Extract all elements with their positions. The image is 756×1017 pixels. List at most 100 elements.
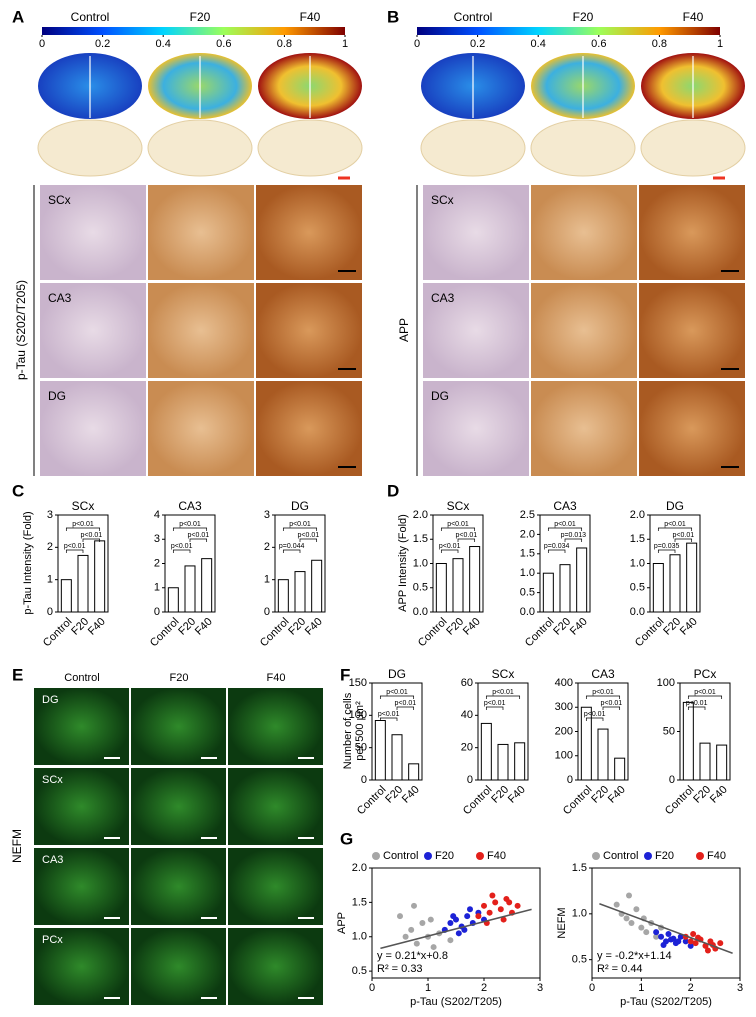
x-tick-label: Control bbox=[258, 616, 292, 650]
bar bbox=[480, 722, 492, 781]
scatter-point bbox=[692, 940, 699, 947]
scatter-point bbox=[670, 935, 677, 942]
significance-bracket bbox=[282, 549, 301, 553]
scatter-point bbox=[455, 930, 462, 937]
micrograph bbox=[148, 185, 254, 280]
x-tick-label: F40 bbox=[461, 616, 483, 638]
significance-bracket bbox=[585, 695, 621, 699]
brain-section bbox=[420, 119, 526, 177]
micrograph bbox=[148, 283, 254, 378]
x-tick-label: 1 bbox=[638, 982, 644, 994]
scatter-point bbox=[408, 926, 415, 933]
x-tick-label: F40 bbox=[303, 616, 325, 638]
micrograph bbox=[40, 283, 146, 378]
bar bbox=[77, 554, 89, 613]
scatter-point bbox=[682, 938, 689, 945]
bar bbox=[686, 542, 698, 613]
p-value: p<0.01 bbox=[447, 521, 469, 528]
region-label: DG bbox=[42, 694, 59, 706]
colorbar bbox=[42, 27, 345, 35]
y-tick-label: 1.5 bbox=[520, 548, 535, 560]
y-tick-label: 1.5 bbox=[630, 533, 645, 545]
colorbar-tick-label: 0 bbox=[39, 38, 45, 50]
y-tick-label: 100 bbox=[349, 709, 367, 721]
significance-bracket bbox=[82, 538, 101, 542]
significance-bracket bbox=[379, 717, 398, 721]
y-tick-label: 0 bbox=[264, 606, 270, 618]
y-tick-label: 300 bbox=[555, 701, 573, 713]
scatter-point bbox=[402, 933, 409, 940]
significance-bracket bbox=[485, 695, 521, 699]
bar bbox=[60, 579, 72, 613]
panel-letter: E bbox=[12, 665, 23, 684]
y-axis-label: APP bbox=[336, 912, 348, 934]
y-tick-label: 0.0 bbox=[413, 606, 428, 618]
column-header: F20 bbox=[573, 10, 594, 24]
p-value: p<0.01 bbox=[171, 543, 193, 550]
y-axis-label: NEFM bbox=[556, 907, 568, 938]
bar bbox=[294, 571, 306, 613]
bar bbox=[576, 547, 588, 613]
p-value: p<0.01 bbox=[298, 532, 320, 539]
chart-title: DG bbox=[388, 667, 406, 681]
brain-section bbox=[37, 119, 143, 177]
scatter-point bbox=[497, 906, 504, 913]
x-axis-label: p-Tau (S202/T205) bbox=[410, 996, 502, 1008]
colorbar-tick-label: 0 bbox=[414, 38, 420, 50]
y-axis-label: APP Intensity (Fold) bbox=[397, 514, 409, 612]
y-tick-label: 3 bbox=[47, 509, 53, 521]
fluorescence-image bbox=[34, 848, 129, 925]
p-value: p<0.01 bbox=[601, 700, 623, 707]
panel-letter: D bbox=[387, 481, 399, 500]
y-tick-label: 20 bbox=[461, 742, 473, 754]
y-tick-label: 150 bbox=[349, 677, 367, 689]
y-tick-label: 60 bbox=[461, 677, 473, 689]
y-tick-label: 2.5 bbox=[520, 509, 535, 521]
micrograph bbox=[256, 283, 362, 378]
y-tick-label: 0.5 bbox=[630, 582, 645, 594]
p-value: p<0.01 bbox=[592, 689, 614, 696]
y-tick-label: 1.0 bbox=[630, 557, 645, 569]
region-label: CA3 bbox=[48, 291, 72, 305]
colorbar-tick-label: 0.4 bbox=[156, 38, 171, 50]
scatter-point bbox=[628, 920, 635, 926]
significance-bracket bbox=[687, 695, 723, 699]
y-tick-label: 1.0 bbox=[520, 567, 535, 579]
trend-equation: y = 0.21*x+0.8 bbox=[377, 950, 448, 962]
region-label: SCx bbox=[42, 774, 63, 786]
bar bbox=[614, 757, 626, 781]
p-value: p<0.01 bbox=[694, 689, 716, 696]
p-value: p<0.01 bbox=[395, 700, 417, 707]
micrograph bbox=[423, 185, 529, 280]
bar bbox=[559, 564, 571, 613]
bar bbox=[514, 742, 526, 781]
p-value: p<0.01 bbox=[439, 543, 461, 550]
chart-title: CA3 bbox=[591, 667, 615, 681]
y-tick-label: 1 bbox=[264, 574, 270, 586]
y-tick-label: 0.5 bbox=[352, 965, 367, 977]
region-label: PCx bbox=[42, 934, 63, 946]
scatter-point bbox=[690, 931, 697, 937]
region-label: CA3 bbox=[42, 854, 63, 866]
significance-bracket bbox=[172, 527, 208, 531]
y-tick-label: 2.0 bbox=[413, 509, 428, 521]
brain-section bbox=[147, 119, 253, 177]
colorbar-tick-label: 1 bbox=[342, 38, 348, 50]
scatter-point bbox=[643, 929, 650, 936]
p-value: p<0.01 bbox=[179, 521, 201, 528]
x-tick-label: Control bbox=[663, 784, 697, 818]
legend-label: Control bbox=[603, 850, 638, 862]
x-tick-label: Control bbox=[41, 616, 75, 650]
significance-bracket bbox=[440, 527, 476, 531]
y-tick-label: 1 bbox=[47, 574, 53, 586]
y-tick-label: 3 bbox=[154, 533, 160, 545]
p-value: p<0.01 bbox=[289, 521, 311, 528]
bar bbox=[597, 728, 609, 781]
x-tick-label: 3 bbox=[537, 982, 543, 994]
panel-letter: B bbox=[387, 7, 399, 26]
y-tick-label: 0 bbox=[47, 606, 53, 618]
y-tick-label: 0.5 bbox=[572, 954, 587, 966]
significance-bracket bbox=[485, 706, 504, 710]
legend-label: F20 bbox=[655, 850, 674, 862]
